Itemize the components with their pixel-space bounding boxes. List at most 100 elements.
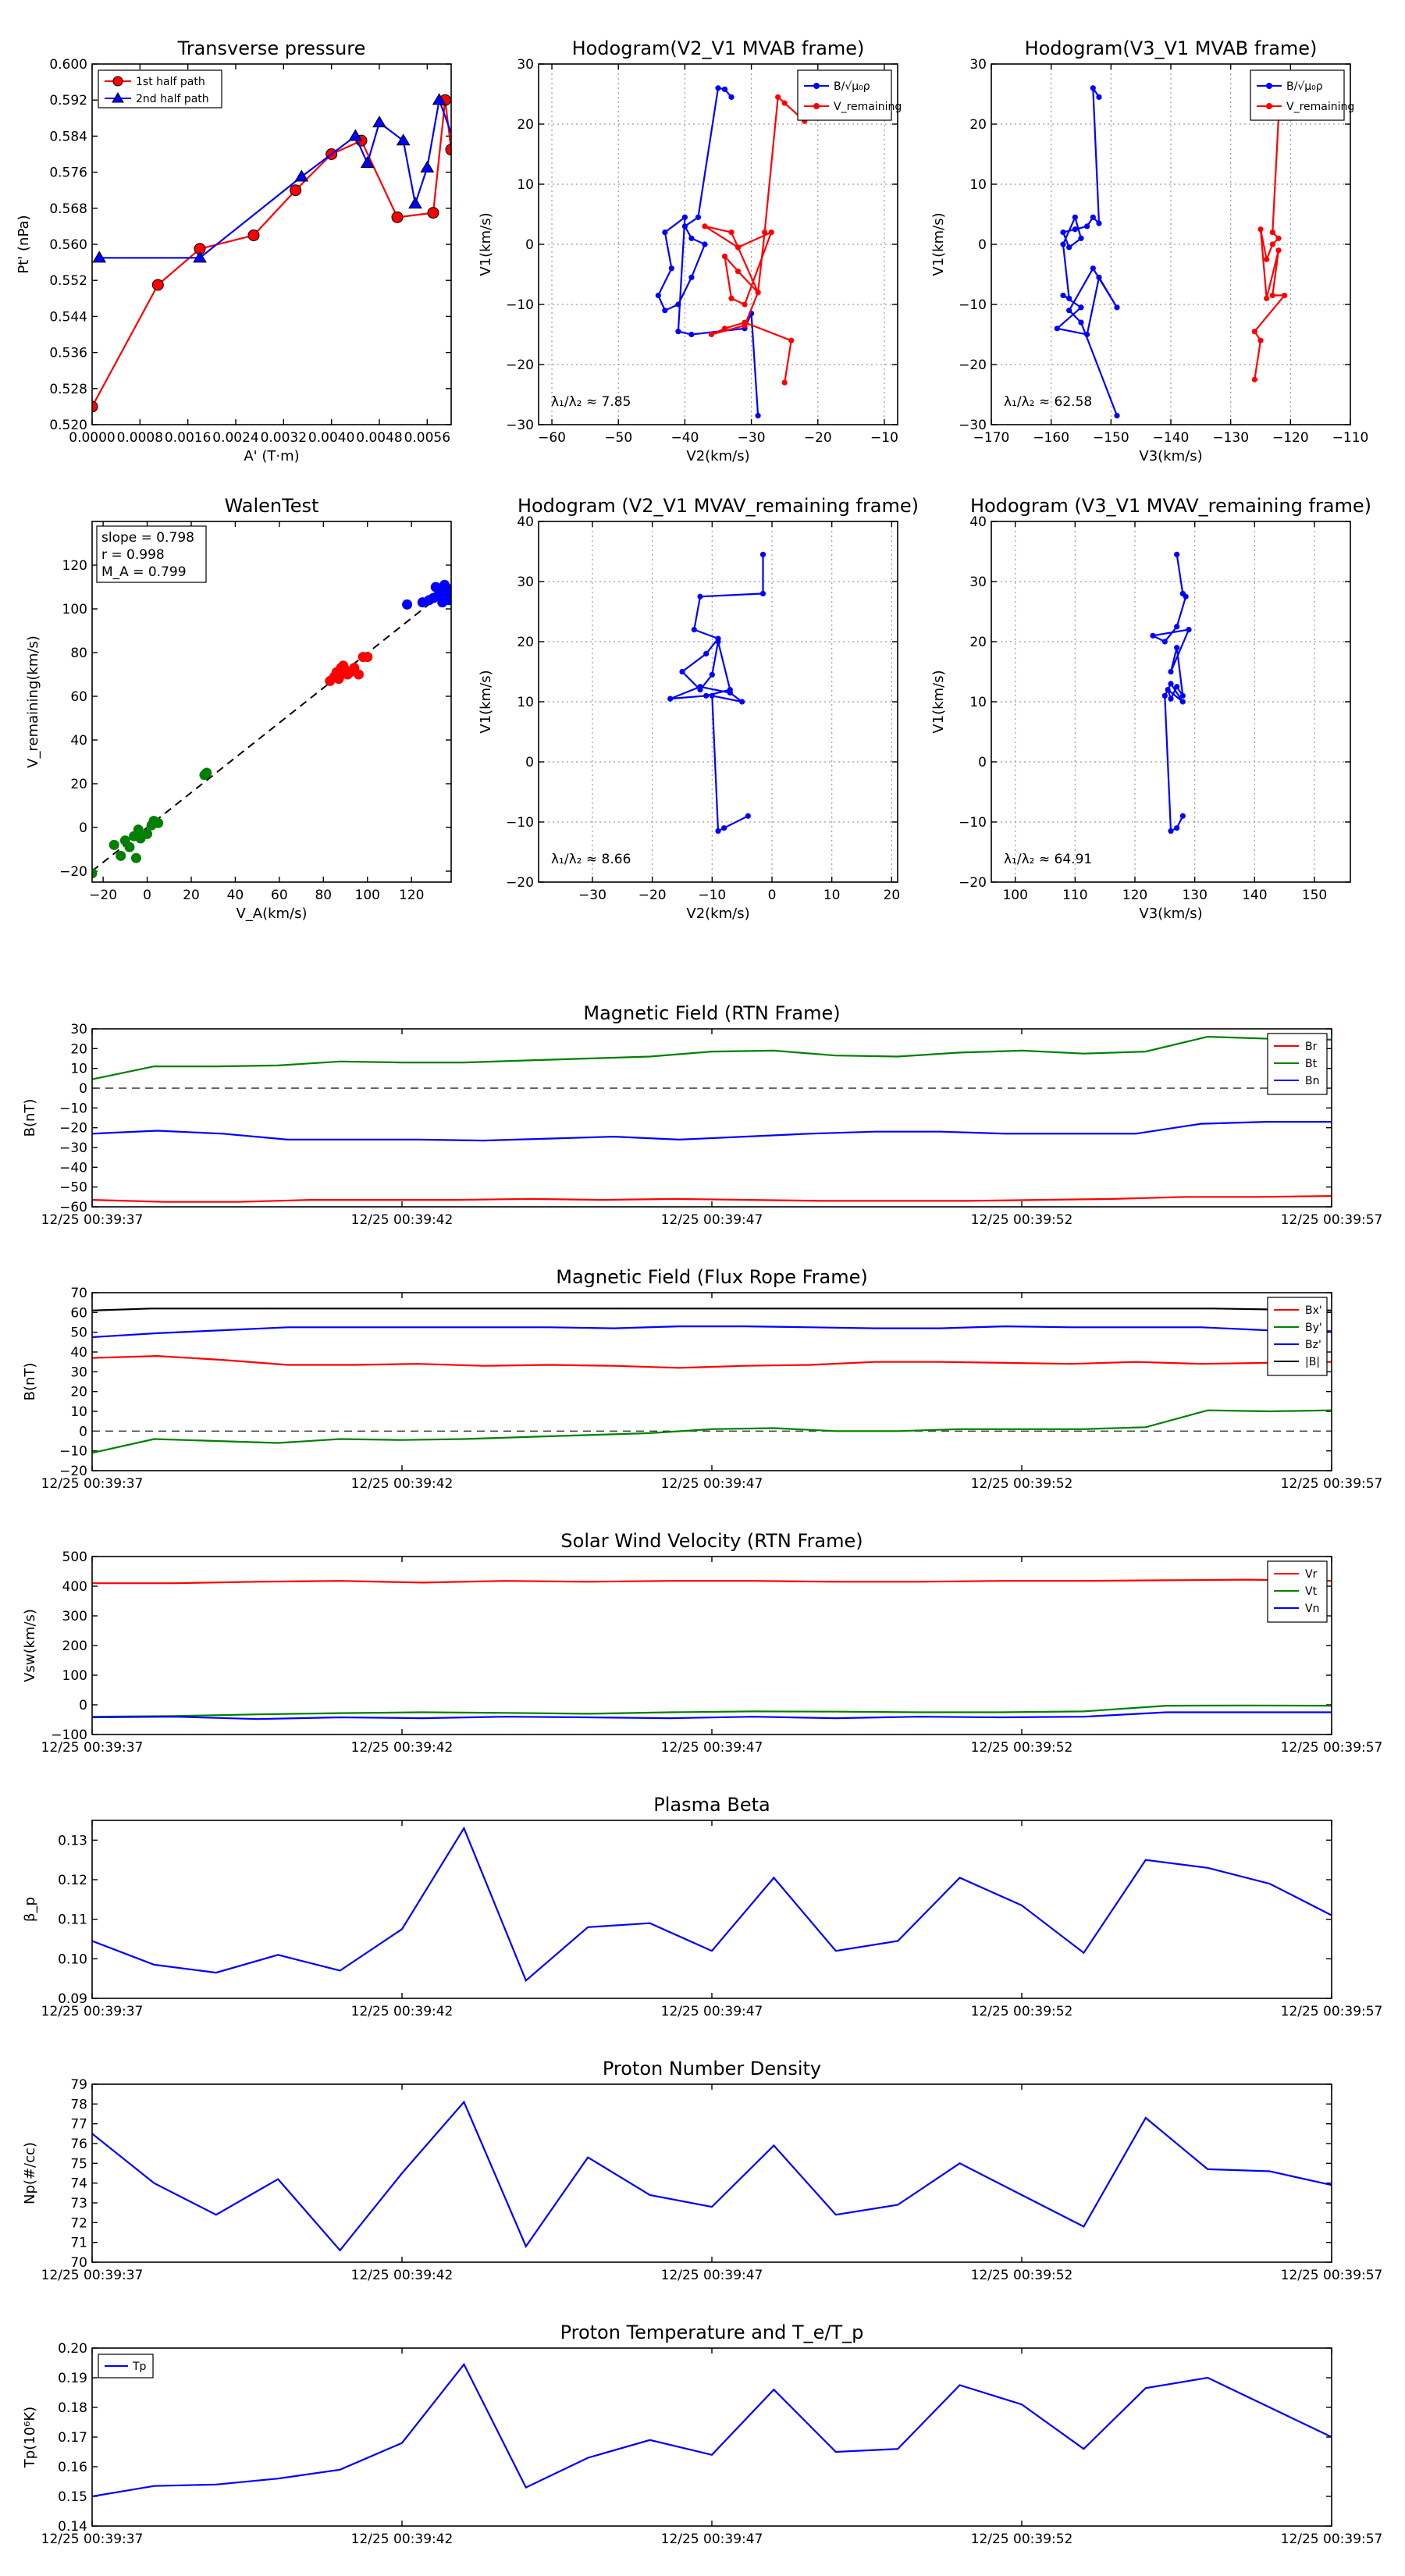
series-line — [670, 554, 764, 833]
y-tick-label: 0 — [978, 237, 987, 253]
legend-label: Vt — [1305, 1585, 1318, 1598]
legend-label: Bt — [1305, 1058, 1318, 1070]
series-line — [1253, 102, 1287, 380]
y-tick-label: −20 — [506, 875, 534, 891]
data-point — [735, 244, 742, 251]
chart-h4: Hodogram (V3_V1 MVAV_remaining frame) −20… — [930, 495, 1371, 922]
x-tick-label: 12/25 00:39:47 — [661, 2532, 763, 2547]
eigen-ratio-annotation: λ₁/λ₂ ≈ 7.85 — [551, 394, 631, 410]
x-tick-label: 20 — [183, 888, 200, 903]
data-point — [721, 326, 728, 332]
data-point — [427, 207, 439, 219]
series-line — [92, 2100, 1332, 2252]
plot-area — [92, 2362, 1332, 2498]
data-point — [1251, 329, 1257, 335]
data-point — [703, 650, 710, 657]
y-tick-label: −30 — [59, 1140, 87, 1156]
data-point — [721, 825, 727, 831]
y-tick-label: 76 — [70, 2137, 87, 2152]
y-tick-label: 0 — [79, 1081, 87, 1097]
plot-frame — [91, 1028, 1332, 1208]
y-tick-label: 0.09 — [58, 1991, 87, 2007]
y-tick-label: 30 — [70, 1022, 87, 1037]
plot-frame — [991, 63, 1351, 425]
y-tick-label: 200 — [62, 1638, 87, 1654]
x-tick-label: −160 — [1033, 430, 1069, 446]
chart-title: Hodogram(V2_V1 MVAB frame) — [572, 37, 865, 59]
y-tick-label: 120 — [62, 558, 87, 574]
fit-line — [92, 585, 451, 872]
chart-title: Hodogram(V3_V1 MVAB frame) — [1025, 37, 1318, 59]
data-point — [1066, 295, 1072, 301]
y-tick-label: 0.14 — [58, 2519, 87, 2535]
legend-label: Bz' — [1305, 1339, 1321, 1351]
data-point — [116, 850, 126, 861]
y-tick-label: 73 — [70, 2196, 87, 2211]
y-tick-label: 30 — [517, 575, 534, 590]
data-point — [675, 329, 681, 335]
data-point — [290, 184, 302, 197]
data-point — [452, 171, 463, 182]
y-tick-label: 0.584 — [49, 129, 87, 144]
data-point — [1084, 223, 1090, 229]
y-tick-label: 0.12 — [58, 1873, 87, 1888]
x-tick-label: 12/25 00:39:37 — [41, 2004, 144, 2019]
series-line — [92, 1325, 1332, 1339]
x-tick-label: 100 — [1002, 888, 1027, 903]
chart-title: Proton Number Density — [603, 2058, 821, 2080]
series-line — [92, 2362, 1332, 2498]
y-axis-label: V1(km/s) — [478, 670, 494, 733]
x-tick-label: 12/25 00:39:37 — [41, 1476, 144, 1492]
data-point — [1282, 292, 1288, 299]
y-axis-label: V_remaining(km/s) — [25, 635, 41, 768]
fit-stat: slope = 0.798 — [101, 530, 194, 546]
data-point — [688, 235, 695, 241]
x-tick-label: −20 — [804, 430, 832, 446]
y-tick-label: 0.552 — [49, 273, 87, 289]
series-line — [92, 1578, 1332, 1585]
y-tick-label: −30 — [506, 418, 534, 433]
data-point — [759, 590, 767, 597]
plot-frame — [91, 1556, 1332, 1735]
x-tick-label: −130 — [1212, 430, 1249, 446]
x-tick-label: 140 — [1242, 888, 1267, 903]
x-axis-label: A' (T·m) — [244, 448, 299, 464]
y-axis-label: B(nT) — [22, 1099, 38, 1137]
y-tick-label: 0.544 — [49, 309, 87, 325]
legend-label: By' — [1305, 1322, 1322, 1334]
data-point — [1174, 684, 1180, 690]
data-point — [92, 400, 98, 413]
series-line — [92, 1704, 1332, 1718]
legend-label: V_remaining — [834, 101, 902, 113]
legend-marker — [813, 103, 820, 109]
plot-area — [92, 1826, 1332, 1983]
data-point — [667, 696, 674, 702]
data-point — [348, 129, 363, 141]
x-axis-label: V3(km/s) — [1139, 906, 1202, 922]
y-tick-label: 0.17 — [58, 2430, 87, 2446]
y-tick-label: 10 — [969, 177, 987, 193]
y-tick-label: 0.600 — [49, 57, 87, 73]
y-tick-label: 20 — [70, 777, 87, 792]
fit-stat: M_A = 0.799 — [101, 564, 187, 580]
x-tick-label: 120 — [399, 888, 424, 903]
data-point — [715, 827, 721, 834]
data-point — [1161, 692, 1168, 699]
chart-title: Proton Temperature and T_e/T_p — [560, 2322, 864, 2343]
y-tick-label: −100 — [51, 1727, 87, 1743]
y-tick-label: 10 — [969, 695, 987, 710]
x-tick-label: 12/25 00:39:42 — [351, 2268, 454, 2283]
data-point — [675, 301, 681, 308]
y-tick-label: 72 — [70, 2215, 87, 2231]
data-point — [668, 265, 674, 272]
data-point — [1060, 241, 1066, 247]
plot-area — [655, 85, 808, 419]
y-tick-label: −40 — [59, 1160, 87, 1176]
y-tick-label: 100 — [62, 1668, 87, 1684]
data-point — [402, 599, 413, 610]
data-point — [709, 692, 715, 699]
data-point — [709, 671, 715, 678]
x-tick-label: 60 — [271, 888, 288, 903]
legend-marker — [813, 83, 820, 89]
data-point — [1168, 681, 1174, 687]
